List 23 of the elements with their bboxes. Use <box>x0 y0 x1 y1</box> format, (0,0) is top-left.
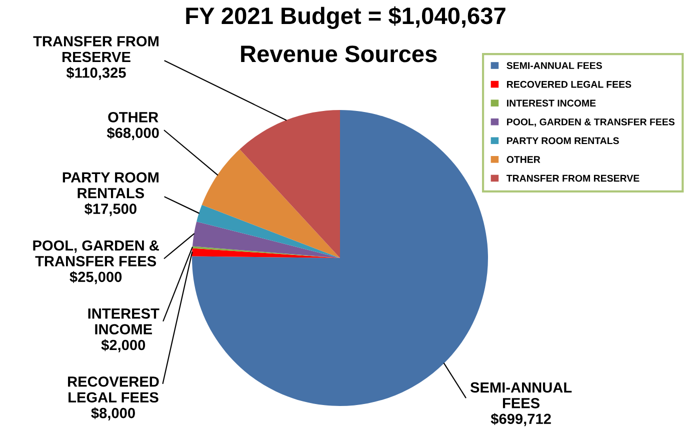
slice-label: POOL, GARDEN & TRANSFER FEES <box>33 240 159 266</box>
data-label: $17,500 <box>84 203 136 216</box>
legend-label: RECOVERED LEGAL FEES <box>507 80 632 88</box>
legend-label: OTHER <box>506 156 540 163</box>
data-label: $25,000 <box>70 271 122 284</box>
data-label: $110,325 <box>66 66 126 80</box>
slice-label: SEMI-ANNUAL FEES <box>470 382 572 408</box>
data-label: $2,000 <box>101 339 146 352</box>
slice-label: RECOVERED LEGAL FEES <box>68 376 159 403</box>
legend-label: PARTY ROOM RENTALS <box>507 137 619 144</box>
data-label: $8,000 <box>91 407 135 420</box>
legend-label: SEMI-ANNUAL FEES <box>506 62 602 69</box>
chart-subtitle: Revenue Sources <box>241 46 437 62</box>
legend-label: TRANSFER FROM RESERVE <box>506 174 640 182</box>
slice-label: PARTY ROOM RENTALS <box>62 172 158 198</box>
data-label: $699,712 <box>490 413 551 426</box>
chart-title: FY 2021 Budget = $1,040,637 <box>186 6 506 29</box>
legend-label: POOL, GARDEN & TRANSFER FEES <box>507 118 675 127</box>
slice-label: OTHER <box>108 112 158 122</box>
slice-label: INTEREST INCOME <box>88 308 160 334</box>
data-label: $68,000 <box>106 127 159 140</box>
legend-label: INTEREST INCOME <box>507 100 596 107</box>
slice-label: TRANSFER FROM RESERVE <box>33 36 158 62</box>
